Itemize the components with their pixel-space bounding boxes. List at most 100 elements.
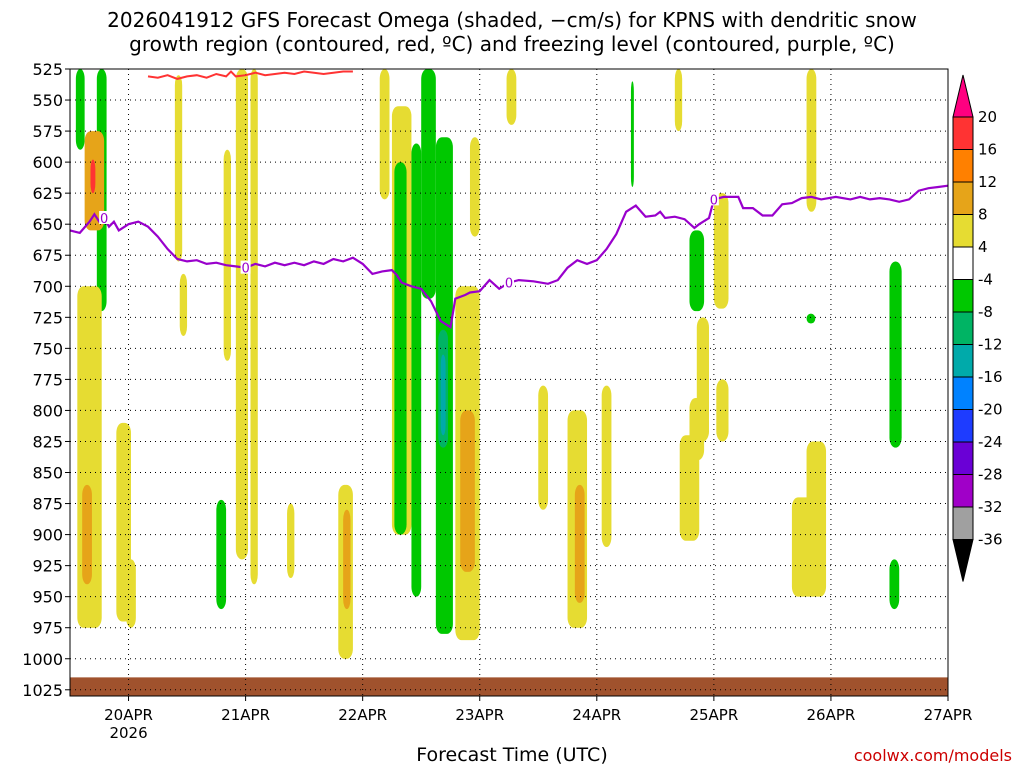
chart-title-line1: 2026041912 GFS Forecast Omega (shaded, −… bbox=[107, 8, 917, 32]
omega-region-28 bbox=[506, 69, 517, 125]
colorbar-label-1: 16 bbox=[978, 141, 997, 159]
y-tick-label-3: 600 bbox=[32, 153, 63, 172]
x-tick-label-7: 27APR bbox=[924, 706, 973, 724]
omega-region-46 bbox=[889, 559, 900, 610]
omega-region-13 bbox=[216, 499, 227, 610]
colorbar-label-8: -16 bbox=[978, 368, 1003, 386]
y-tick-label-10: 775 bbox=[32, 370, 63, 389]
colorbar-label-11: -28 bbox=[978, 466, 1003, 484]
y-tick-label-17: 950 bbox=[32, 588, 63, 607]
omega-region-14 bbox=[287, 503, 295, 579]
freezing-level-line bbox=[69, 184, 949, 330]
freezing-level-label-2: 0 bbox=[505, 277, 513, 292]
colorbar-swatch-9 bbox=[952, 376, 974, 410]
x-tick-label-6: 26APR bbox=[807, 706, 856, 724]
freezing-label-bg-2 bbox=[504, 275, 514, 289]
ground-layer bbox=[70, 677, 948, 696]
colorbar-label-7: -12 bbox=[978, 336, 1003, 354]
x-tick-label-1: 21APR bbox=[221, 706, 270, 724]
plot-frame bbox=[69, 68, 949, 697]
colorbar-swatch-8 bbox=[952, 344, 974, 378]
omega-shading bbox=[75, 69, 902, 659]
colorbar-swatch-5 bbox=[952, 246, 974, 280]
omega-region-39 bbox=[713, 193, 729, 309]
y-tick-label-14: 875 bbox=[32, 495, 63, 514]
omega-region-21 bbox=[421, 69, 436, 299]
omega-region-38 bbox=[696, 317, 709, 442]
y-tick-label-18: 975 bbox=[32, 619, 63, 638]
omega-region-11 bbox=[235, 69, 249, 560]
y-tick-label-15: 900 bbox=[32, 526, 63, 545]
chart-title-line2: growth region (contoured, red, ºC) and f… bbox=[129, 32, 895, 56]
omega-region-32 bbox=[601, 385, 612, 548]
omega-region-3 bbox=[90, 159, 96, 194]
omega-region-35 bbox=[679, 435, 700, 541]
x-tick-label-5: 25APR bbox=[689, 706, 738, 724]
omega-region-12 bbox=[250, 69, 258, 585]
colorbar-label-12: -32 bbox=[978, 498, 1003, 516]
colorbar-top-arrow bbox=[952, 74, 974, 118]
colorbar: 20 16 12 8 4 -4 -8 -12 -16 -20 -24 -28 -32 -36 bbox=[952, 74, 1003, 582]
x-year-label: 2026 bbox=[109, 724, 147, 742]
omega-region-42 bbox=[806, 313, 816, 324]
y-tick-label-7: 700 bbox=[32, 277, 63, 296]
y-tick-label-16: 925 bbox=[32, 557, 63, 576]
omega-region-27 bbox=[469, 137, 480, 237]
omega-region-10 bbox=[223, 149, 231, 361]
omega-region-8 bbox=[174, 75, 183, 262]
y-tick-label-12: 825 bbox=[32, 432, 63, 451]
colorbar-swatch-7 bbox=[952, 311, 974, 345]
pressure-axis: 525 550 575 600 625 650 675 700 725 750 775 800 825 8… bbox=[22, 60, 70, 700]
colorbar-label-6: -8 bbox=[978, 303, 993, 321]
colorbar-label-13: -36 bbox=[978, 531, 1003, 549]
x-tick-label-4: 24APR bbox=[572, 706, 621, 724]
omega-region-24 bbox=[440, 354, 446, 436]
omega-region-26 bbox=[460, 410, 475, 572]
ground-fill bbox=[70, 677, 948, 696]
y-tick-label-6: 675 bbox=[32, 246, 63, 265]
credit-link[interactable]: coolwx.com/models bbox=[853, 746, 1012, 765]
omega-region-44 bbox=[806, 441, 827, 510]
colorbar-label-0: 20 bbox=[978, 108, 997, 126]
omega-region-41 bbox=[806, 69, 817, 212]
omega-region-20 bbox=[411, 143, 422, 597]
colorbar-label-5: -4 bbox=[978, 271, 993, 289]
colorbar-swatch-10 bbox=[952, 409, 974, 443]
freezing-label-bg-3 bbox=[708, 192, 719, 206]
contour-lines: 0 0 0 0 bbox=[69, 70, 949, 330]
y-tick-label-5: 650 bbox=[32, 215, 63, 234]
omega-region-33 bbox=[630, 81, 634, 187]
omega-region-9 bbox=[179, 273, 188, 336]
freezing-level-label-1: 0 bbox=[241, 262, 249, 277]
freezing-label-bg-1 bbox=[240, 260, 251, 274]
y-tick-label-2: 575 bbox=[32, 122, 63, 141]
omega-region-7 bbox=[126, 559, 136, 628]
colorbar-swatch-4 bbox=[952, 214, 974, 248]
colorbar-label-4: 4 bbox=[978, 238, 988, 256]
colorbar-swatch-11 bbox=[952, 441, 974, 475]
omega-region-43 bbox=[791, 497, 827, 597]
y-tick-label-4: 625 bbox=[32, 184, 63, 203]
omega-region-16 bbox=[343, 509, 351, 610]
colorbar-label-3: 8 bbox=[978, 206, 988, 224]
y-tick-label-0: 525 bbox=[32, 60, 63, 79]
omega-region-31 bbox=[574, 484, 585, 603]
y-tick-label-8: 725 bbox=[32, 308, 63, 327]
x-axis-title: Forecast Time (UTC) bbox=[416, 744, 608, 766]
freezing-level-label-0: 0 bbox=[100, 212, 108, 227]
omega-region-0 bbox=[75, 69, 85, 150]
dgz-contour-line bbox=[147, 70, 353, 80]
colorbar-swatch-2 bbox=[952, 149, 974, 183]
omega-region-34 bbox=[674, 69, 683, 132]
colorbar-swatch-12 bbox=[952, 474, 974, 508]
y-tick-label-20: 1025 bbox=[22, 681, 63, 700]
colorbar-bottom-arrow bbox=[952, 539, 974, 582]
colorbar-swatch-1 bbox=[952, 116, 974, 150]
y-tick-label-13: 850 bbox=[32, 464, 63, 483]
omega-region-17 bbox=[379, 69, 390, 200]
colorbar-label-2: 12 bbox=[978, 173, 997, 191]
colorbar-swatch-6 bbox=[952, 279, 974, 313]
colorbar-swatch-3 bbox=[952, 181, 974, 215]
y-tick-label-19: 1000 bbox=[22, 650, 63, 669]
y-tick-label-9: 750 bbox=[32, 339, 63, 358]
